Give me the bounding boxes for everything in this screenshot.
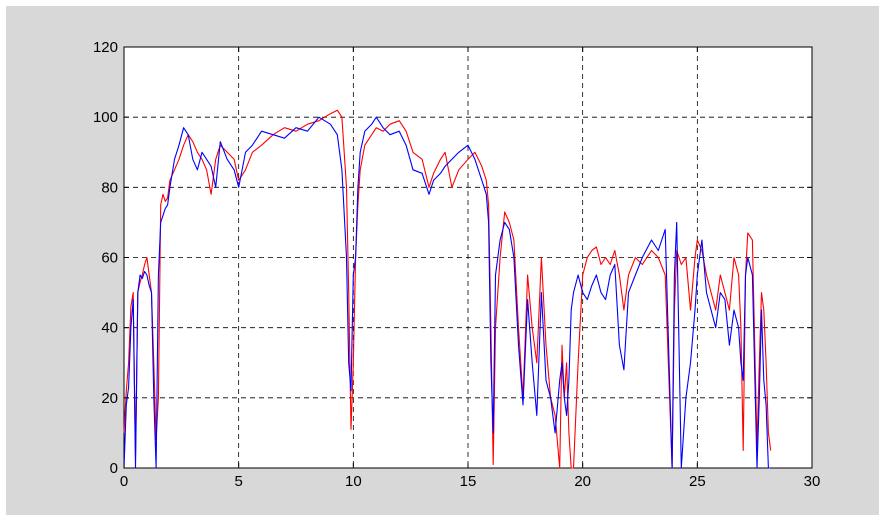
axes: 0 5 10 15 20 25 30 0 20 40 60 80 100 120 bbox=[93, 39, 820, 490]
blue-series-line bbox=[123, 116, 771, 469]
x-tick-label: 10 bbox=[345, 473, 362, 490]
y-tick-label: 120 bbox=[93, 39, 118, 56]
grid-lines bbox=[124, 47, 812, 468]
y-tick-label: 80 bbox=[101, 179, 118, 196]
x-tick-label: 5 bbox=[234, 473, 242, 490]
y-tick-label: 100 bbox=[93, 109, 118, 126]
series-group bbox=[123, 109, 772, 469]
figure-background: 0 5 10 15 20 25 30 0 20 40 60 80 100 120 bbox=[6, 6, 879, 515]
x-tick-label: 20 bbox=[574, 473, 591, 490]
red-series-line bbox=[123, 109, 772, 469]
x-tick-label: 30 bbox=[804, 473, 821, 490]
x-tick-label: 15 bbox=[460, 473, 477, 490]
y-tick-label: 60 bbox=[101, 250, 118, 267]
y-tick-label: 40 bbox=[101, 320, 118, 337]
x-tick-label: 0 bbox=[120, 473, 128, 490]
y-tick-label: 0 bbox=[110, 460, 118, 477]
y-tick-label: 20 bbox=[101, 390, 118, 407]
line-chart: 0 5 10 15 20 25 30 0 20 40 60 80 100 120 bbox=[93, 39, 820, 490]
x-tick-label: 25 bbox=[689, 473, 706, 490]
